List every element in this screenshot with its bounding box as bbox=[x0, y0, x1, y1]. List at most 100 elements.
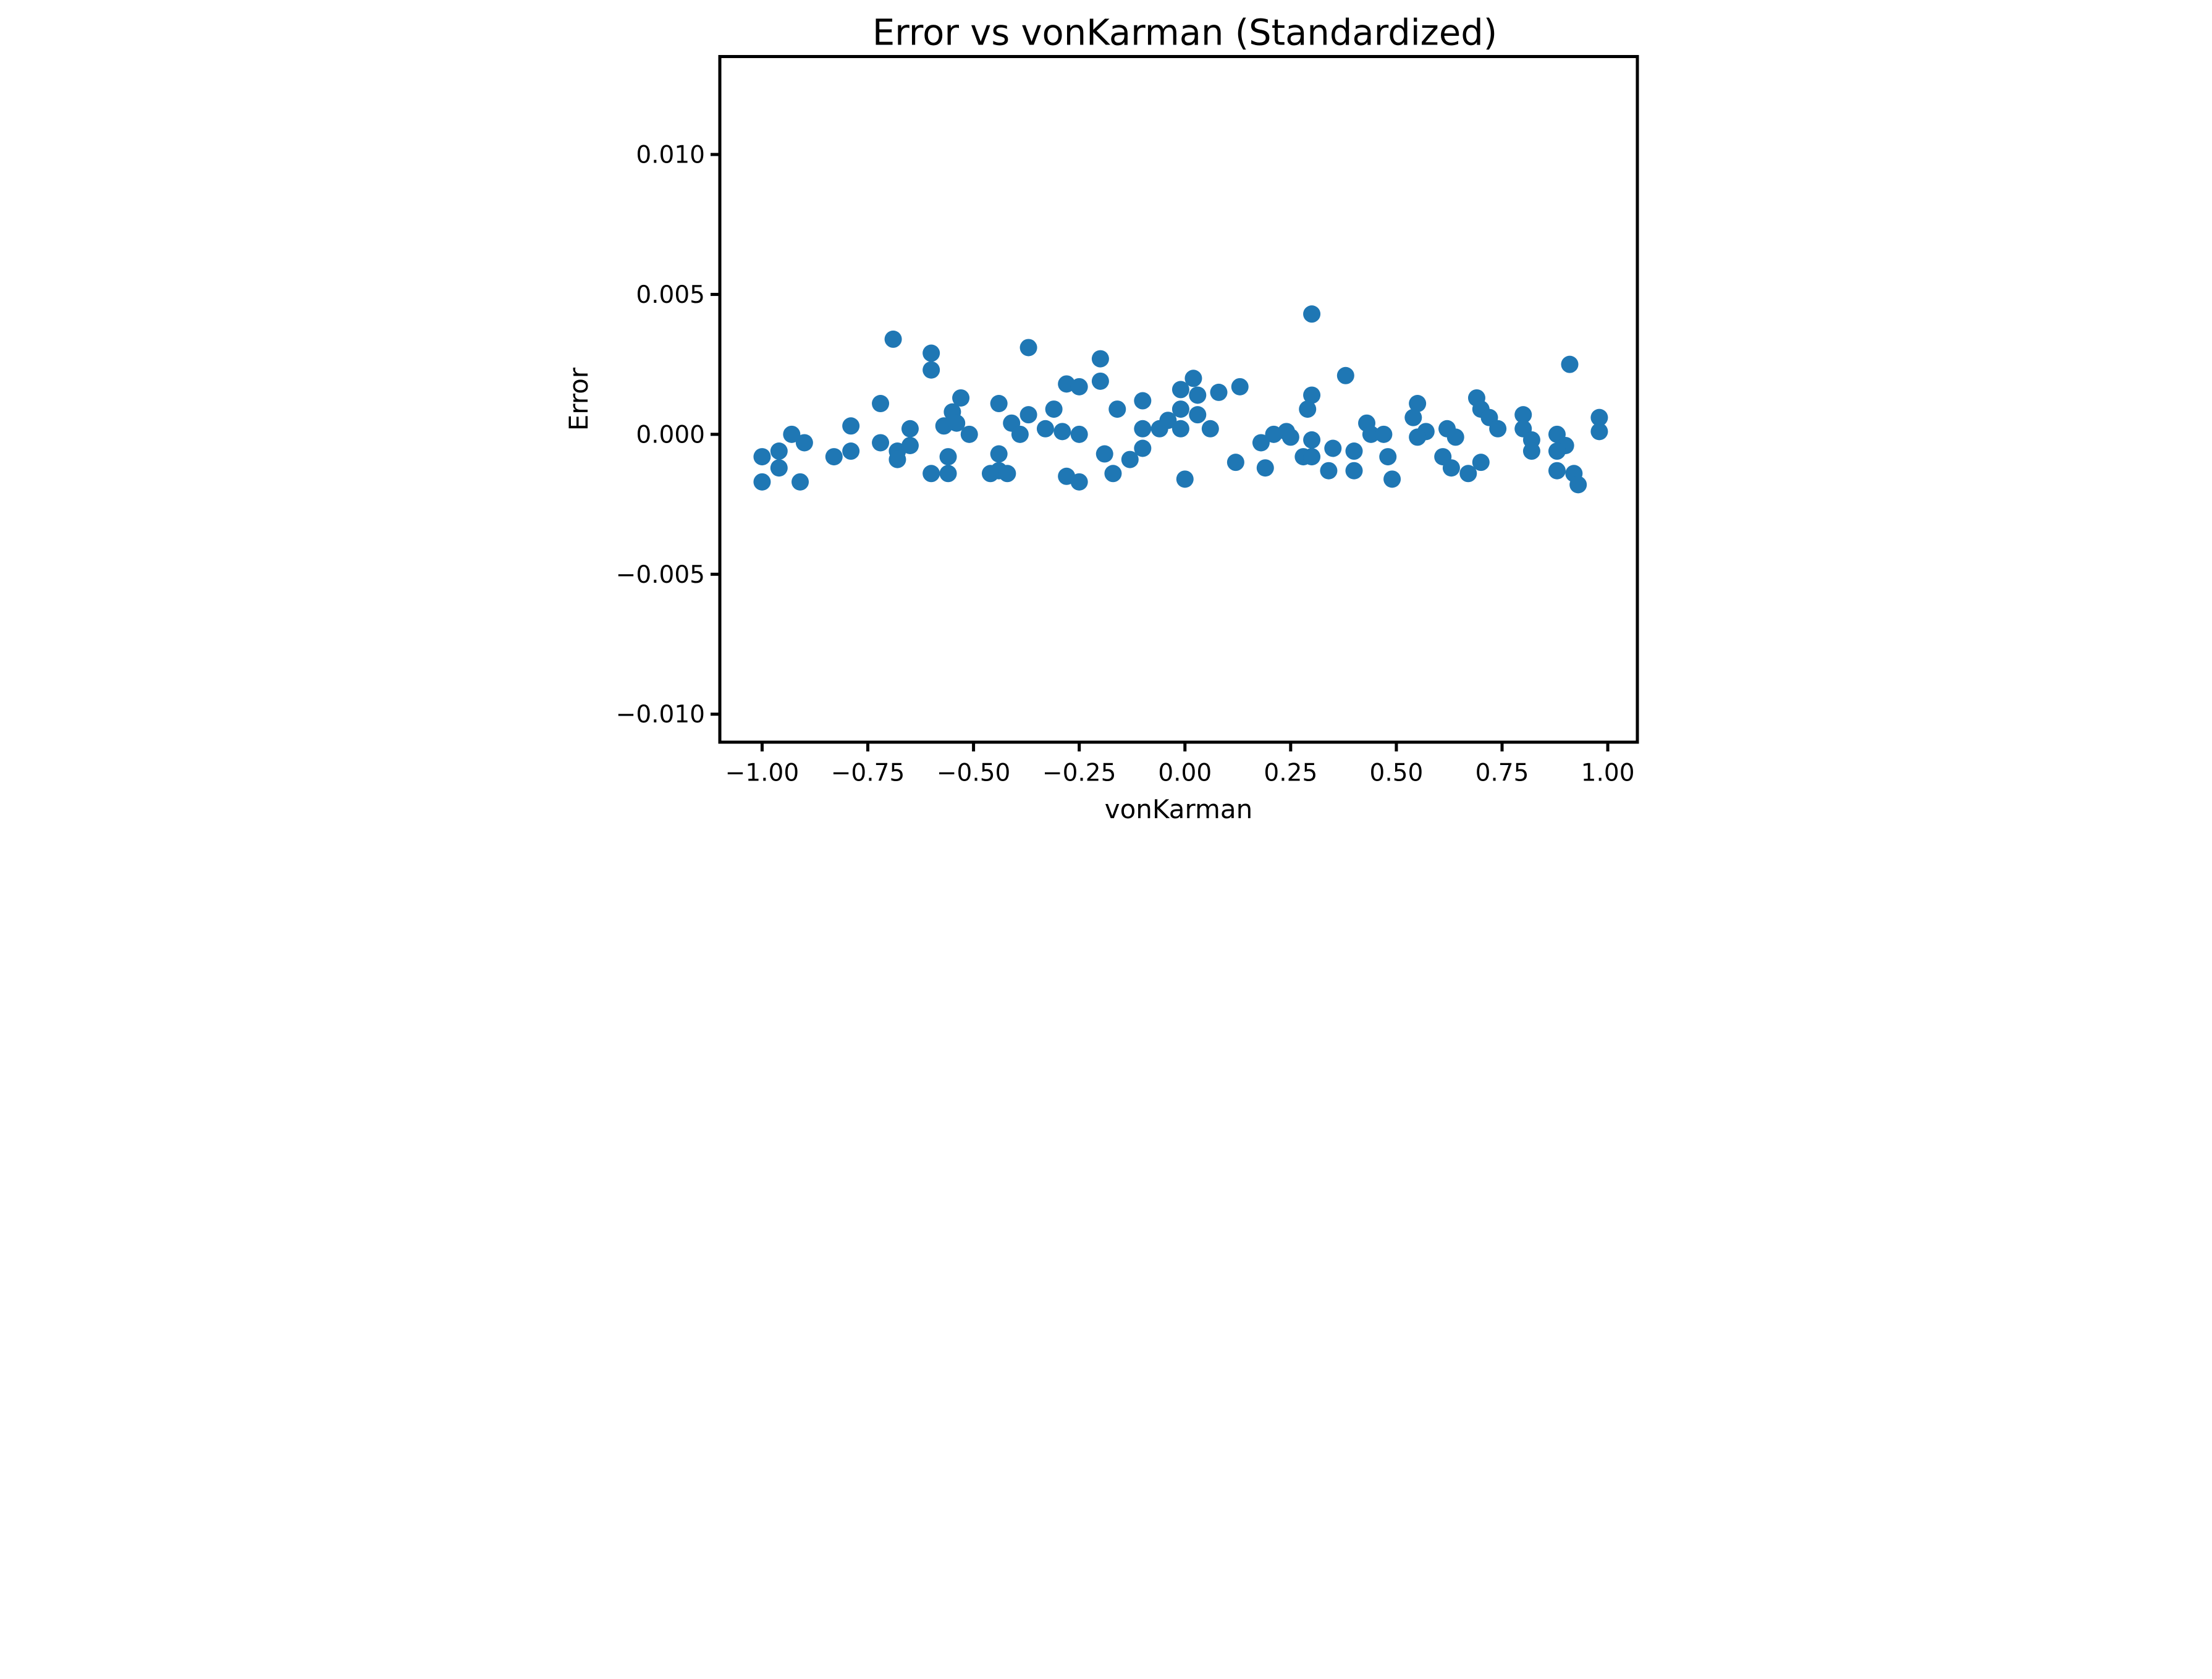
data-point bbox=[1171, 400, 1189, 418]
data-point bbox=[939, 465, 957, 483]
data-point bbox=[922, 344, 940, 362]
data-point bbox=[1134, 420, 1152, 438]
data-point bbox=[792, 473, 809, 491]
chart-title: Error vs vonKarman (Standardized) bbox=[872, 12, 1497, 54]
axes-spines bbox=[718, 55, 1639, 744]
data-point bbox=[1303, 386, 1321, 404]
data-point bbox=[1379, 448, 1397, 466]
x-tick-label: −0.50 bbox=[937, 759, 1011, 787]
data-point bbox=[901, 436, 919, 454]
data-point bbox=[1210, 383, 1228, 401]
data-point bbox=[825, 448, 843, 466]
data-point bbox=[1320, 462, 1338, 480]
data-point bbox=[1522, 442, 1540, 460]
data-point bbox=[1256, 459, 1274, 477]
data-point bbox=[872, 434, 890, 452]
y-tick-label: 0.000 bbox=[636, 421, 705, 449]
x-tick-label: 0.25 bbox=[1264, 759, 1317, 787]
data-point bbox=[1569, 476, 1587, 494]
x-tick-label: 0.75 bbox=[1475, 759, 1529, 787]
data-point bbox=[1590, 423, 1608, 441]
data-point bbox=[1121, 450, 1139, 468]
data-point bbox=[1201, 420, 1219, 438]
data-point bbox=[1053, 423, 1071, 441]
data-point bbox=[922, 361, 940, 379]
data-point bbox=[1091, 372, 1109, 390]
data-point bbox=[1548, 462, 1566, 480]
data-point bbox=[770, 442, 788, 460]
y-tick-label: 0.005 bbox=[636, 281, 705, 309]
data-point bbox=[1514, 406, 1532, 424]
scatter-points bbox=[753, 305, 1608, 494]
data-point bbox=[1091, 350, 1109, 368]
x-tick-label: −1.00 bbox=[725, 759, 800, 787]
data-point bbox=[753, 473, 771, 491]
data-point bbox=[1226, 454, 1244, 472]
x-axis-ticks: −1.00 −0.75 −0.50 −0.25 0.00 0.25 0.50 0.75 1.00 bbox=[725, 742, 1635, 787]
data-point bbox=[1095, 445, 1113, 463]
scatter-plot: −1.00 −0.75 −0.50 −0.25 0.00 0.25 0.50 0.75 1.00… bbox=[553, 0, 1659, 840]
data-point bbox=[1176, 470, 1194, 488]
data-point bbox=[872, 395, 890, 413]
data-point bbox=[1561, 355, 1579, 373]
data-point bbox=[1108, 400, 1126, 418]
data-point bbox=[1070, 473, 1088, 491]
data-point bbox=[753, 448, 771, 466]
data-point bbox=[1409, 395, 1427, 413]
data-point bbox=[1104, 465, 1122, 483]
y-tick-label: −0.005 bbox=[616, 561, 705, 589]
data-point bbox=[1336, 366, 1354, 384]
data-point bbox=[1409, 428, 1427, 446]
data-point bbox=[1045, 400, 1063, 418]
data-point bbox=[1362, 425, 1380, 443]
data-point bbox=[1189, 406, 1207, 424]
data-point bbox=[842, 442, 860, 460]
y-axis-ticks: 0.010 0.005 0.000 −0.005 −0.010 bbox=[616, 142, 720, 729]
data-point bbox=[952, 389, 970, 407]
data-point bbox=[990, 445, 1008, 463]
data-point bbox=[783, 425, 801, 443]
data-point bbox=[1324, 439, 1342, 457]
data-point bbox=[1404, 408, 1422, 426]
data-point bbox=[939, 448, 957, 466]
y-tick-label: 0.010 bbox=[636, 142, 705, 169]
data-point bbox=[1303, 305, 1321, 323]
data-point bbox=[1011, 425, 1029, 443]
data-point bbox=[842, 417, 860, 435]
data-point bbox=[948, 414, 966, 432]
y-axis-label: Error bbox=[564, 367, 594, 431]
data-point bbox=[1171, 420, 1189, 438]
data-point bbox=[889, 450, 906, 468]
data-point bbox=[1134, 439, 1152, 457]
data-point bbox=[1303, 448, 1321, 466]
data-point bbox=[960, 425, 978, 443]
data-point bbox=[1189, 386, 1207, 404]
data-point bbox=[1159, 412, 1177, 429]
data-point bbox=[901, 420, 919, 438]
data-point bbox=[1019, 339, 1037, 357]
x-axis-label: vonKarman bbox=[1105, 794, 1253, 824]
data-point bbox=[1459, 465, 1477, 483]
data-point bbox=[795, 434, 813, 452]
x-tick-label: 0.00 bbox=[1158, 759, 1212, 787]
data-point bbox=[1345, 462, 1363, 480]
figure: −1.00 −0.75 −0.50 −0.25 0.00 0.25 0.50 0.75 1.00… bbox=[553, 0, 1659, 840]
data-point bbox=[1252, 434, 1270, 452]
data-point bbox=[1383, 470, 1401, 488]
data-point bbox=[1036, 420, 1054, 438]
data-point bbox=[1489, 420, 1507, 438]
data-point bbox=[990, 395, 1008, 413]
data-point bbox=[1442, 459, 1460, 477]
x-tick-label: −0.75 bbox=[831, 759, 905, 787]
data-point bbox=[1281, 428, 1299, 446]
data-point bbox=[1184, 370, 1202, 387]
x-tick-label: 0.50 bbox=[1370, 759, 1424, 787]
data-point bbox=[998, 465, 1016, 483]
data-point bbox=[1070, 378, 1088, 395]
data-point bbox=[1303, 431, 1321, 449]
x-tick-label: 1.00 bbox=[1581, 759, 1635, 787]
data-point bbox=[1446, 428, 1464, 446]
y-tick-label: −0.010 bbox=[616, 701, 705, 729]
data-point bbox=[1134, 392, 1152, 410]
data-point bbox=[1345, 442, 1363, 460]
